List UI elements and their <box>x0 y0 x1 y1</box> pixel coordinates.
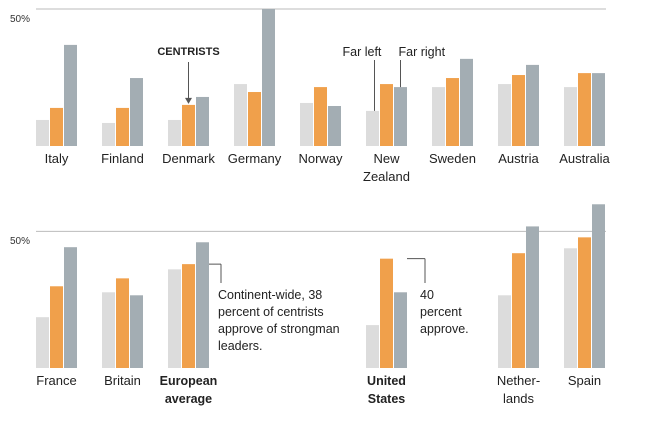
bar <box>432 87 445 146</box>
bar <box>526 64 539 146</box>
bar <box>366 325 379 368</box>
bar <box>564 248 577 368</box>
bar <box>36 119 49 146</box>
bar <box>314 87 327 146</box>
bar <box>460 58 473 147</box>
bar <box>300 102 313 146</box>
x-tick-label: Finland <box>101 151 144 166</box>
x-tick-label: United States <box>367 374 406 406</box>
x-tick-label: Britain <box>104 373 141 388</box>
x-tick-label: Germany <box>227 151 282 166</box>
x-tick-label: Sweden <box>429 151 476 166</box>
y-tick-label: 50% <box>10 236 31 248</box>
bar <box>380 84 393 146</box>
series-label: Far right <box>398 45 446 59</box>
bar <box>328 105 341 146</box>
bar <box>380 258 393 368</box>
bar <box>446 78 459 146</box>
bar <box>564 87 577 146</box>
bar <box>168 269 181 368</box>
bar <box>116 278 129 368</box>
x-tick-label: Norway <box>298 151 343 166</box>
x-tick-label: Australia <box>559 151 610 166</box>
bar <box>498 295 511 368</box>
bar <box>196 242 209 368</box>
annotation: 40 percent approve. <box>420 288 469 336</box>
bar <box>262 9 275 146</box>
x-tick-label: Denmark <box>162 151 215 166</box>
bar <box>64 44 77 147</box>
annotation: Continent-wide, 38 percent of centrists … <box>218 288 340 353</box>
bar <box>182 264 195 368</box>
bar <box>130 78 143 146</box>
bar <box>50 107 63 146</box>
y-tick-label: 50% <box>10 14 31 25</box>
bar <box>196 96 209 146</box>
annotation-arrow <box>185 97 192 104</box>
bar <box>592 73 605 146</box>
bar <box>234 84 247 146</box>
bar <box>102 292 115 368</box>
bar <box>116 107 129 146</box>
bar <box>526 226 539 368</box>
bar <box>592 204 605 368</box>
x-tick-label: Italy <box>44 151 69 166</box>
bar <box>248 92 261 146</box>
bar <box>36 317 49 368</box>
bar <box>366 110 379 146</box>
bar <box>578 237 591 368</box>
series-label: CENTRISTS <box>157 46 220 58</box>
x-tick-label: France <box>36 373 77 388</box>
bar <box>64 247 77 368</box>
x-tick-label: Austria <box>498 151 539 166</box>
bar <box>50 286 63 368</box>
x-tick-label: Nether-lands <box>496 373 541 406</box>
bar <box>394 292 407 368</box>
bar <box>512 253 525 368</box>
bar <box>182 104 195 146</box>
x-tick-label: European average <box>159 374 218 406</box>
x-tick-label: New Zealand <box>363 151 410 184</box>
bar <box>394 87 407 146</box>
bar <box>512 75 525 146</box>
x-tick-label: Spain <box>567 373 602 388</box>
bar <box>102 122 115 146</box>
series-label: Far left <box>342 45 382 59</box>
bar <box>130 295 143 368</box>
bar <box>168 119 181 146</box>
bar <box>498 84 511 146</box>
bar <box>578 73 591 146</box>
